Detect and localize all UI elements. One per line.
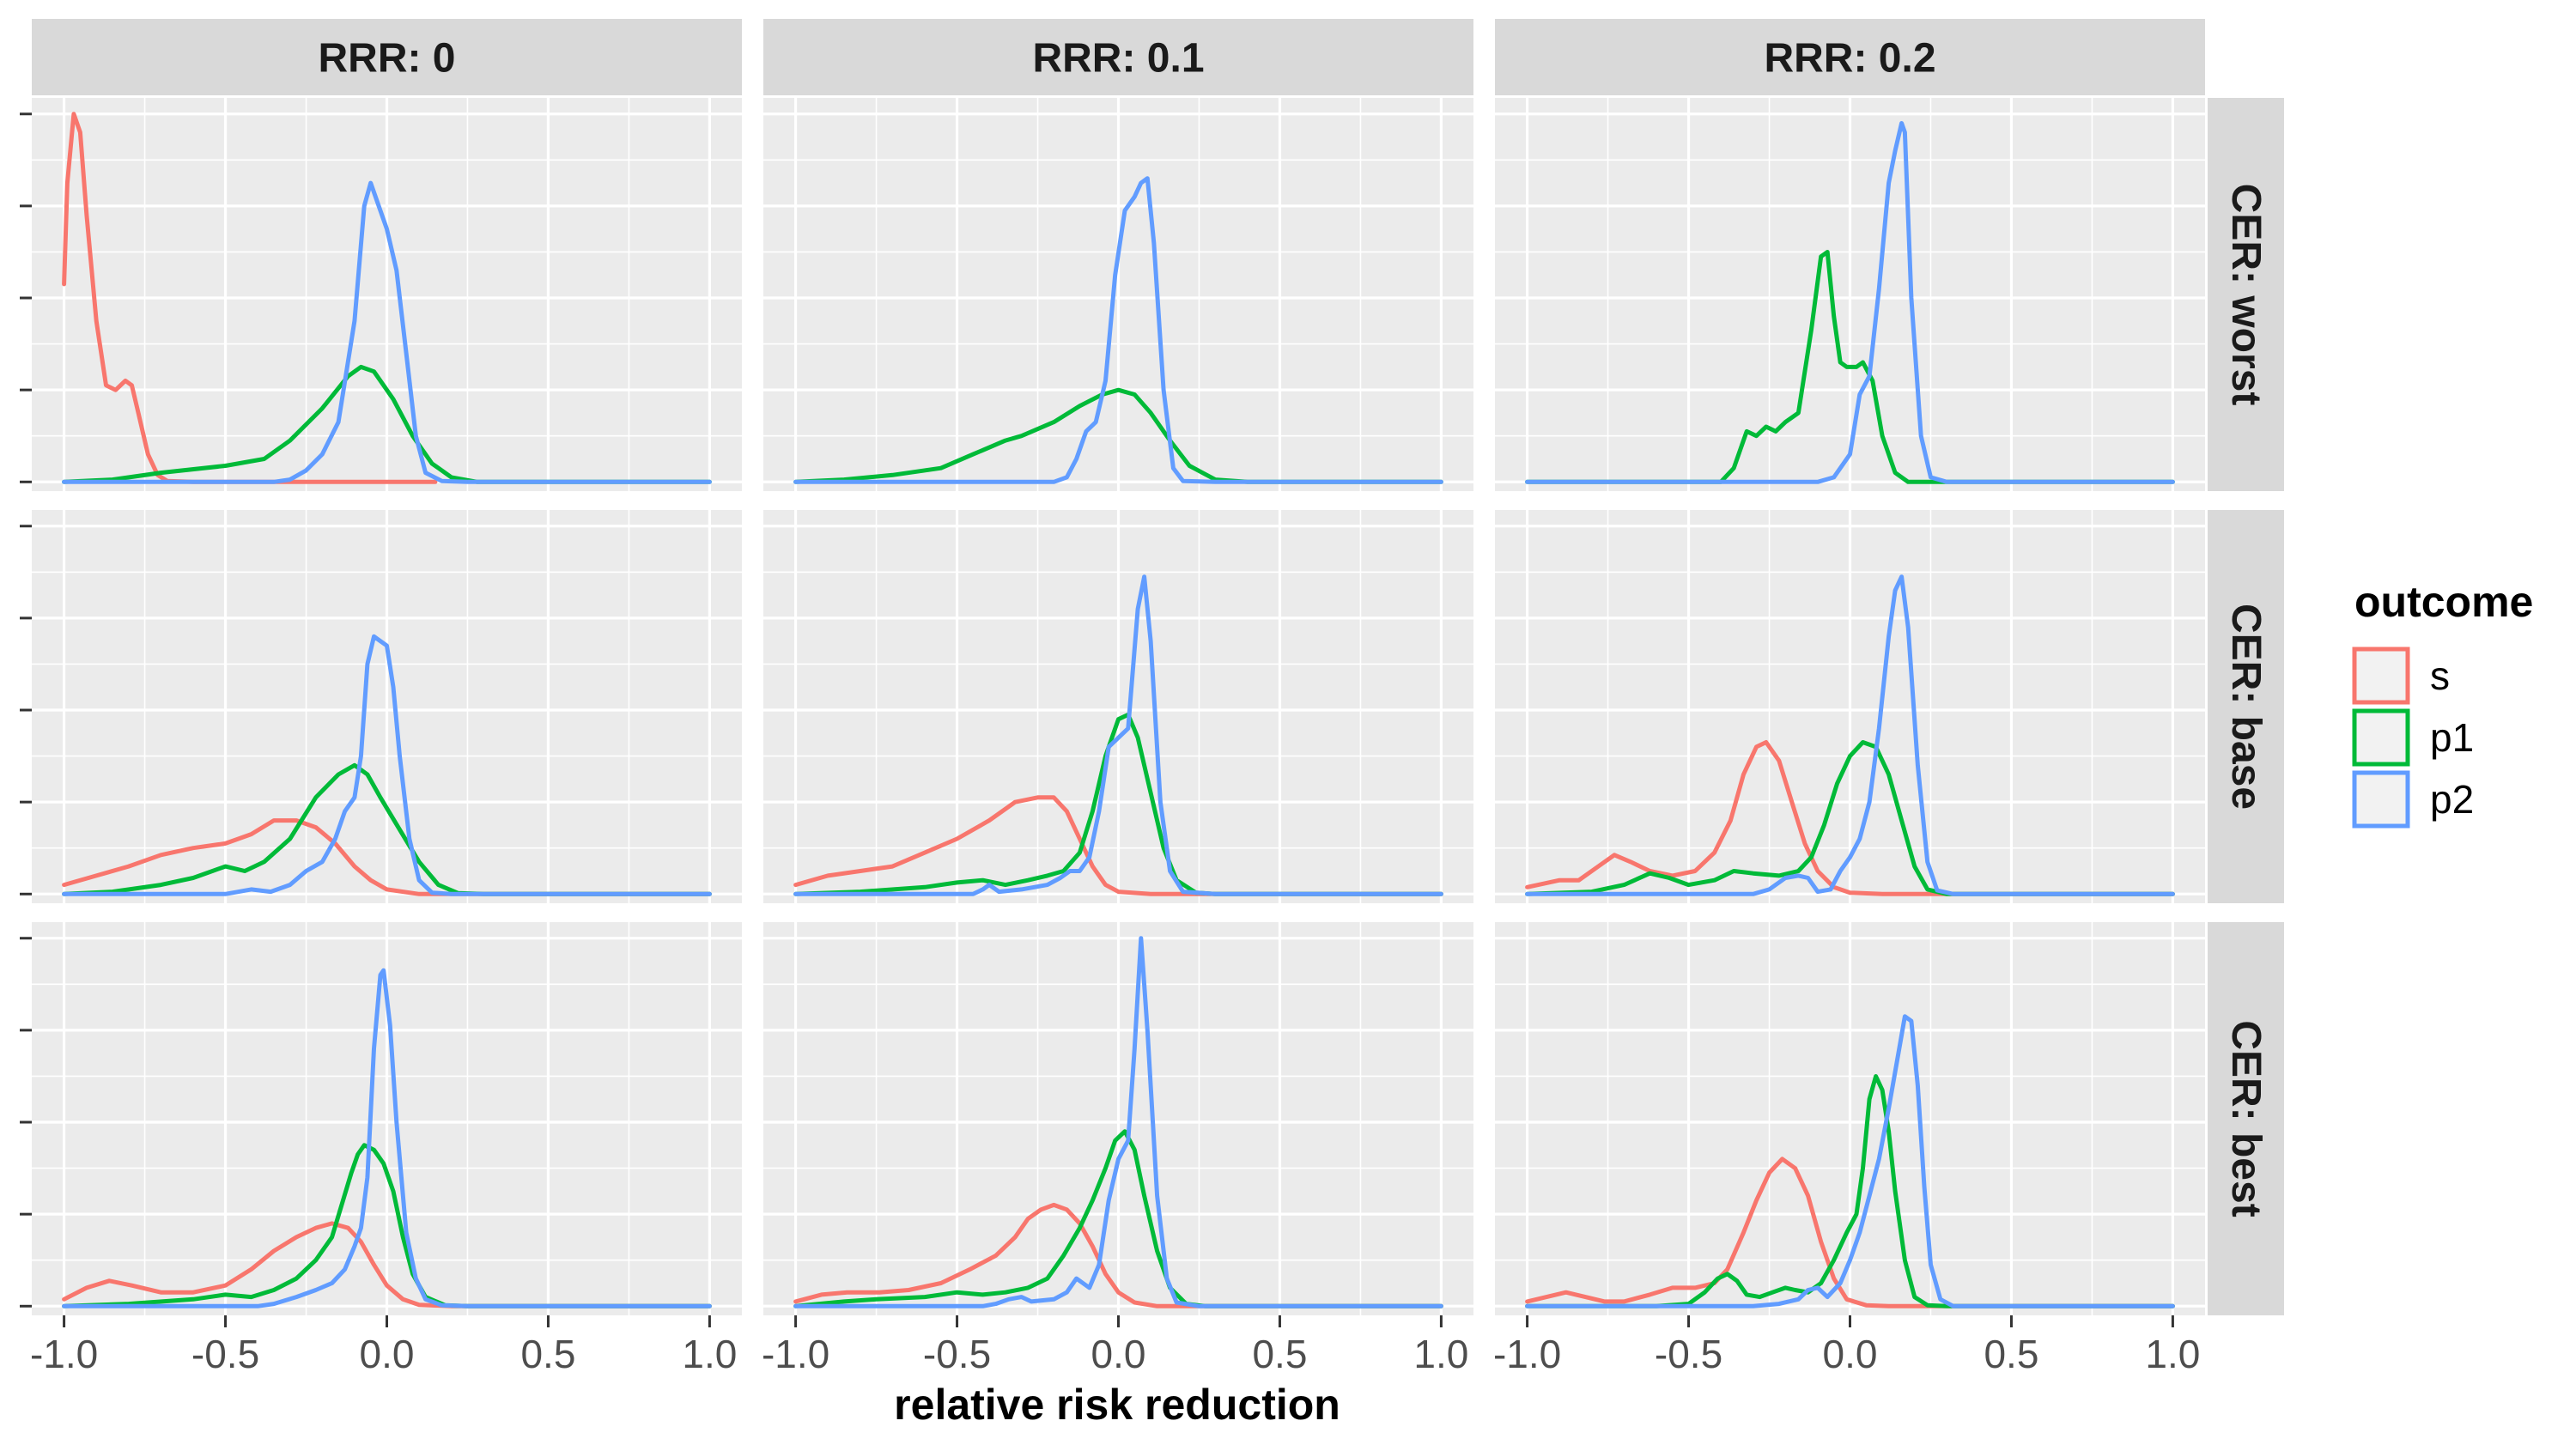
density-line-p2 [793,574,1443,896]
column-strip-bg [1495,19,2205,95]
legend-label-p2: p2 [2430,777,2474,822]
density-line-p1 [793,387,1443,484]
density-line-p1 [1525,1074,2175,1308]
panels [32,98,2205,1315]
x-tick-label: -1.0 [30,1332,98,1376]
density-line-s [793,795,1443,896]
panel [32,510,742,903]
panel-series [793,936,1443,1308]
panel-series [1525,121,2175,484]
density-line-p2 [1525,1014,2175,1308]
panel [763,922,1473,1315]
panel [1495,510,2205,903]
x-tick-label: 1.0 [682,1332,737,1376]
row-strip-label: CER: best [2223,1020,2269,1217]
column-strip-bg [32,19,742,95]
density-line-p2 [1525,121,2175,484]
x-tick-label: -0.5 [191,1332,259,1376]
panel-series [793,574,1443,896]
density-line-s [793,1202,1443,1308]
x-tick-label: 0.0 [360,1332,415,1376]
panel-series [793,176,1443,484]
density-line-p1 [62,364,712,484]
x-tick-label: -1.0 [1493,1332,1561,1376]
panel-series [1525,574,2175,896]
row-strip-label: CER: base [2223,604,2269,810]
x-tick-label: 1.0 [2145,1332,2200,1376]
legend: outcome s p1 p2 [2352,578,2533,829]
row-strip-label: CER: worst [2223,184,2269,406]
x-axis-title: relative risk reduction [894,1381,1340,1429]
column-strip-label: RRR: 0 [318,36,455,82]
density-line-p2 [62,180,712,484]
x-tick-label: 1.0 [1413,1332,1468,1376]
legend-entry-p1: p1 [2352,708,2474,767]
legend-key-s [2352,647,2410,705]
column-strips: RRR: 0 RRR: 0.1 RRR: 0.2 [32,19,2205,95]
density-line-p1 [793,1129,1443,1308]
density-line-p2 [1525,574,2175,896]
x-tick-label: 0.5 [520,1332,575,1376]
x-tick-label: 0.0 [1091,1332,1146,1376]
density-line-p1 [1525,740,2175,896]
x-tick-label: -1.0 [762,1332,829,1376]
x-axis: -1.0 -0.5 0.0 0.5 1.0 -1.0 -0.5 0.0 0.5 1.0 -1.0 -0… [30,1315,2200,1376]
legend-key-p2 [2352,770,2410,829]
x-tick-label: -0.5 [923,1332,991,1376]
y-axis [20,112,32,1308]
density-line-s [1525,740,2175,896]
density-line-p2 [793,936,1443,1308]
column-strip-label: RRR: 0.1 [1032,36,1204,82]
panel [1495,922,2205,1315]
x-tick-label: -0.5 [1655,1332,1722,1376]
row-strip-bg [2208,510,2284,903]
column-strip-label: RRR: 0.2 [1764,36,1935,82]
x-tick-label: 0.5 [1984,1332,2038,1376]
panel [763,98,1473,491]
density-line-p1 [793,712,1443,896]
row-strips: CER: worst CER: base CER: best [2208,98,2284,1315]
legend-key-p1 [2352,708,2410,767]
panel-series [1525,1014,2175,1308]
legend-entry-p2: p2 [2352,770,2474,829]
panel [1495,98,2205,491]
density-line-p2 [62,968,712,1308]
density-line-p1 [62,762,712,896]
density-line-p2 [793,176,1443,484]
legend-entries: s p1 p2 [2352,647,2474,829]
panel [763,510,1473,903]
panel [32,98,742,491]
panel-series [62,634,712,896]
column-strip-bg [763,19,1473,95]
density-line-s [62,818,712,896]
legend-label-s: s [2430,653,2450,698]
legend-label-p1: p1 [2430,715,2474,760]
density-line-p1 [1525,250,2175,484]
x-tick-label: 0.5 [1252,1332,1307,1376]
row-strip-bg [2208,922,2284,1315]
x-tick-label: 0.0 [1823,1332,1878,1376]
density-line-s [62,1221,712,1308]
row-strip-bg [2208,98,2284,491]
density-line-s [62,112,438,484]
density-line-p2 [62,634,712,896]
panel-series [62,968,712,1308]
legend-entry-s: s [2352,647,2450,705]
legend-title: outcome [2354,578,2533,626]
panel-series [62,112,712,484]
